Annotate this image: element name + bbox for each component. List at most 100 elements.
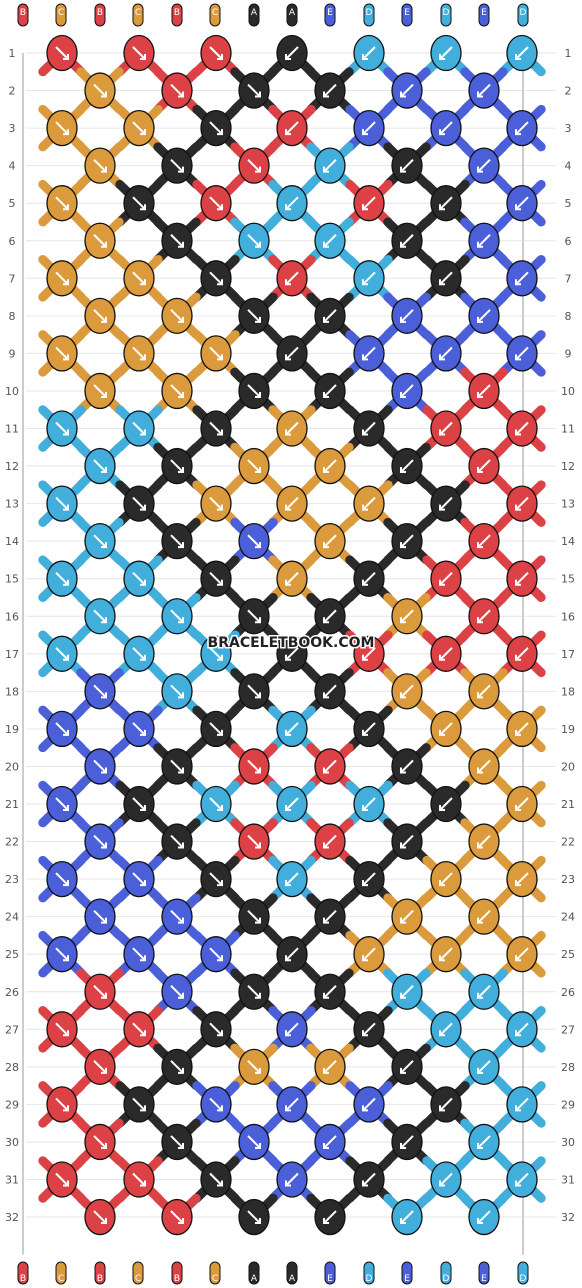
knot (391, 222, 423, 259)
knot (84, 147, 116, 184)
knot (276, 635, 308, 672)
row-label-left: 1 (9, 47, 16, 60)
knot (391, 72, 423, 109)
string-end-bottom: D (517, 1261, 529, 1285)
knot (123, 560, 155, 597)
knot (506, 335, 538, 372)
svg-text:C: C (58, 8, 64, 18)
knot (506, 710, 538, 748)
row-label-right: 26 (561, 986, 575, 999)
string-end-bottom: C (55, 1261, 67, 1285)
knot (84, 898, 116, 935)
knot (46, 485, 78, 522)
knot (353, 260, 385, 297)
row-label-left: 24 (5, 911, 19, 924)
knot (314, 1048, 346, 1085)
row-label-right: 31 (561, 1174, 575, 1187)
knot (314, 673, 346, 710)
knot (506, 1086, 538, 1123)
knot (84, 447, 116, 485)
svg-text:B: B (97, 8, 103, 18)
knot (161, 447, 193, 485)
row-label-right: 15 (561, 573, 575, 586)
knot (161, 1123, 193, 1161)
knot (276, 860, 308, 898)
knot (353, 560, 385, 597)
knot (276, 785, 308, 823)
knot (468, 372, 500, 410)
knot (353, 710, 385, 748)
row-label-left: 28 (5, 1061, 19, 1074)
svg-text:A: A (251, 1274, 258, 1284)
knot (200, 260, 232, 297)
row-label-right: 4 (565, 160, 572, 173)
knot (84, 72, 116, 109)
knot (46, 1086, 78, 1123)
knot (468, 748, 500, 785)
row-label-right: 25 (561, 948, 575, 961)
knot (161, 823, 193, 860)
row-label-left: 18 (5, 685, 19, 698)
knot (276, 185, 308, 222)
knot (161, 748, 193, 785)
row-label-left: 19 (5, 723, 19, 736)
knot (391, 147, 423, 184)
knot (430, 34, 462, 72)
knot (468, 1198, 500, 1236)
row-label-left: 17 (5, 648, 19, 661)
knot (468, 297, 500, 335)
knot (84, 1123, 116, 1161)
knot (123, 1161, 155, 1198)
svg-text:C: C (135, 8, 141, 18)
knot (468, 598, 500, 635)
knot (314, 823, 346, 860)
knot (314, 1198, 346, 1236)
knot (276, 710, 308, 748)
knot (238, 523, 270, 560)
row-label-right: 7 (565, 272, 572, 285)
knot (200, 860, 232, 898)
knot (238, 673, 270, 710)
knot (84, 523, 116, 560)
knot (353, 1011, 385, 1048)
string-end-bottom: C (132, 1261, 144, 1285)
string-end-top: B (94, 3, 106, 27)
knot (123, 185, 155, 222)
knot (506, 185, 538, 222)
knot (161, 973, 193, 1010)
knot (430, 936, 462, 973)
knot (46, 1011, 78, 1048)
row-label-left: 21 (5, 798, 19, 811)
svg-text:C: C (58, 1274, 64, 1284)
row-label-right: 2 (565, 85, 572, 98)
knot (506, 936, 538, 973)
knot (353, 485, 385, 522)
knot (468, 898, 500, 935)
row-label-left: 7 (9, 272, 16, 285)
knot (430, 1161, 462, 1198)
svg-text:B: B (20, 8, 26, 18)
knot (238, 823, 270, 860)
row-label-right: 28 (561, 1061, 575, 1074)
knot (468, 447, 500, 485)
row-label-right: 32 (561, 1211, 575, 1224)
knot (46, 260, 78, 297)
row-label-left: 5 (9, 197, 16, 210)
knot (161, 898, 193, 935)
knot (506, 410, 538, 447)
row-label-right: 19 (561, 723, 575, 736)
knot (391, 823, 423, 860)
knot (161, 1198, 193, 1236)
row-label-right: 3 (565, 122, 572, 135)
knot (468, 1123, 500, 1161)
knot (506, 560, 538, 597)
string-end-top: B (17, 3, 29, 27)
watermark-text: BRACELETBOOK.COM (208, 635, 375, 651)
svg-text:A: A (251, 8, 258, 18)
row-label-left: 8 (9, 310, 16, 323)
row-label-left: 27 (5, 1023, 19, 1036)
knot (314, 898, 346, 935)
knot (200, 109, 232, 147)
knot (468, 823, 500, 860)
